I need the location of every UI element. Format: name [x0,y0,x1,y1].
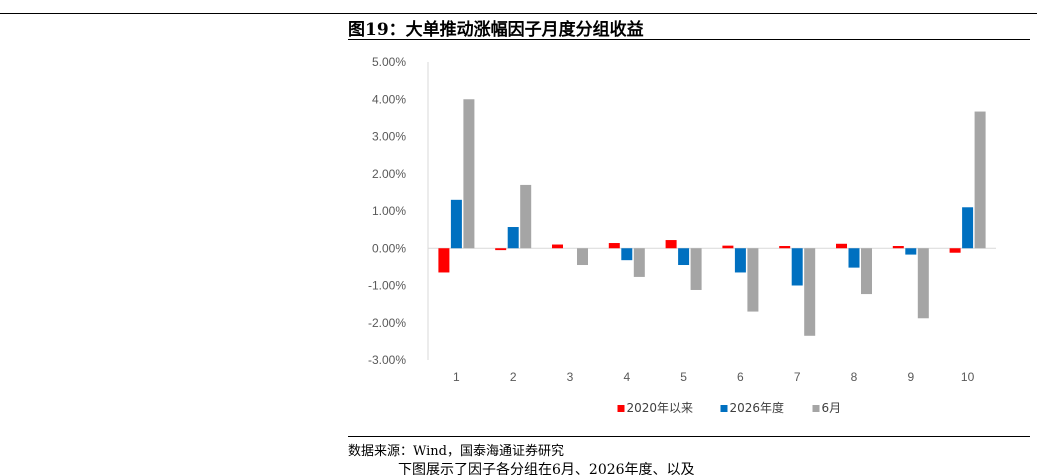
title-rule [348,39,1030,40]
bottom-rule [348,436,1030,437]
bar-series-1 [495,248,507,251]
body-text-fragment: 下图展示了因子各分组在6月、2026年度、以及 [398,462,695,475]
bar-series-1 [438,248,450,273]
y-tick-label: 0.00% [372,241,406,255]
bar-series-2 [791,248,803,286]
bar-series-1 [836,243,847,249]
legend-label: 6月 [822,401,842,415]
bar-series-3 [463,99,475,249]
bar-series-3 [917,248,929,319]
bar-series-3 [633,248,645,277]
bar-series-2 [848,248,860,268]
y-tick-label: 3.00% [372,130,406,144]
figure-title: 图19：大单推动涨幅因子月度分组收益 [348,20,644,40]
bar-series-1 [722,245,734,249]
x-tick-label: 2 [510,370,517,384]
bar-series-2 [507,227,519,249]
y-tick-label: 4.00% [372,92,406,106]
bar-series-3 [690,248,702,290]
bar-series-2 [734,248,746,273]
bar-series-2 [621,248,633,261]
x-tick-label: 5 [680,370,687,384]
bar-series-1 [892,246,904,249]
bar-series-3 [577,248,588,266]
bar-series-3 [520,184,532,249]
legend-swatch [812,405,820,412]
y-tick-label: 1.00% [372,204,406,218]
legend-label: 2020年以来 [627,401,694,415]
y-tick-label: 2.00% [372,167,406,181]
bar-series-1 [949,248,961,253]
bar-series-3 [861,248,872,295]
legend-label: 2026年度 [730,400,785,415]
y-tick-label: -1.00% [368,279,406,293]
bar-series-1 [665,240,677,249]
bar-series-2 [450,199,462,249]
legend-swatch [617,405,625,412]
legend-swatch [720,405,728,412]
bar-series-1 [552,244,563,249]
source-note: 数据来源：Wind，国泰海通证券研究 [348,444,564,459]
x-tick-label: 8 [851,370,858,384]
bar-series-2 [962,207,974,249]
bar-series-3 [974,111,986,249]
bar-series-2 [678,248,690,266]
top-rule [0,13,1037,14]
bar-series-3 [747,248,759,312]
y-tick-label: -3.00% [368,353,406,367]
bar-series-2 [905,248,917,255]
x-tick-label: 9 [907,370,914,384]
bar-series-1 [608,243,620,249]
bar-series-3 [804,248,816,336]
y-tick-label: -2.00% [368,316,406,330]
y-tick-label: 5.00% [372,55,406,69]
x-tick-label: 7 [794,370,801,384]
x-tick-label: 4 [623,370,630,384]
x-tick-label: 3 [567,370,574,384]
bar-series-1 [779,246,791,249]
bar-chart: 5.00% 4.00% 3.00% 2.00% 1.00% 0.00% -1.00% -2.0… [368,55,996,415]
x-tick-label: 6 [737,370,744,384]
x-tick-label: 1 [453,370,460,384]
x-tick-label: 10 [961,370,975,384]
